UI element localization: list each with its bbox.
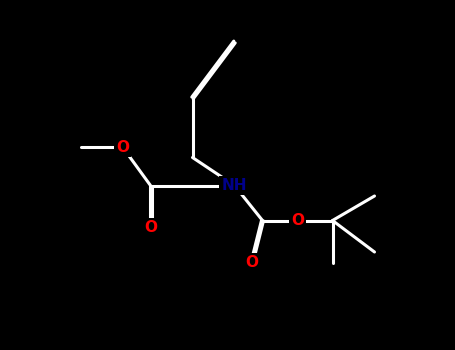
Text: O: O	[144, 220, 157, 235]
Text: O: O	[246, 255, 258, 270]
Text: NH: NH	[222, 178, 247, 193]
Text: O: O	[116, 140, 129, 154]
Text: O: O	[291, 213, 304, 228]
